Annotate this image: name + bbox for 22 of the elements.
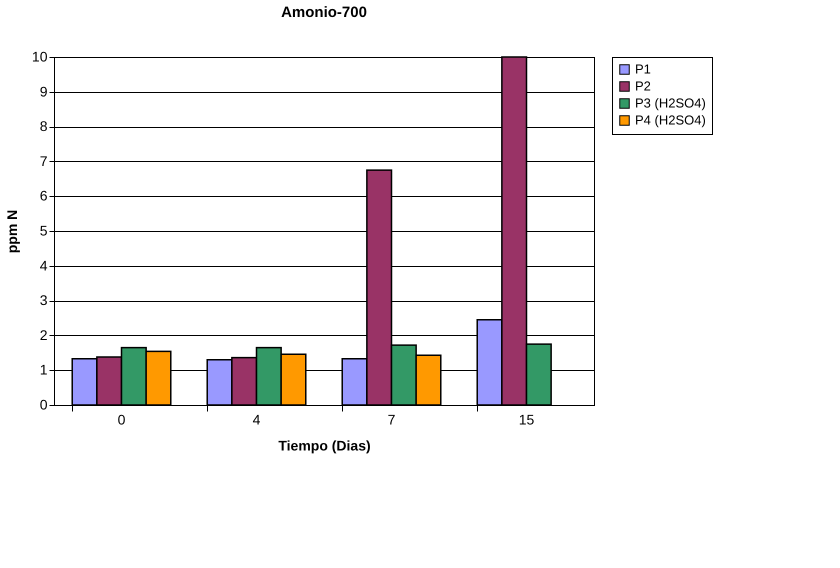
legend-label: P3 (H2SO4) (635, 96, 706, 110)
y-tick-label: 0 (40, 396, 48, 412)
x-tick-label: 15 (518, 412, 534, 428)
y-tick-label: 9 (40, 83, 48, 100)
x-tick-label: 7 (388, 412, 396, 428)
y-tick-label: 3 (40, 292, 48, 308)
x-tick-label: 0 (118, 412, 126, 428)
y-tick-label: 2 (40, 326, 48, 343)
y-tick-label: 6 (40, 188, 48, 204)
y-tick-label: 10 (32, 48, 48, 64)
legend-label: P1 (635, 62, 651, 76)
y-tick-label: 5 (40, 222, 48, 238)
y-axis-title: ppm N (4, 210, 20, 254)
chart-title: Amonio-700 (281, 4, 367, 21)
y-tick-label: 4 (40, 257, 48, 274)
x-axis-title: Tiempo (Dias) (278, 438, 371, 454)
y-tick-label: 7 (40, 152, 48, 169)
legend-label: P2 (635, 78, 651, 94)
legend-label: P4 (H2SO4) (635, 112, 706, 128)
y-tick-label: 8 (40, 118, 48, 134)
y-tick-label: 1 (40, 362, 48, 378)
x-tick-label: 4 (252, 412, 261, 428)
